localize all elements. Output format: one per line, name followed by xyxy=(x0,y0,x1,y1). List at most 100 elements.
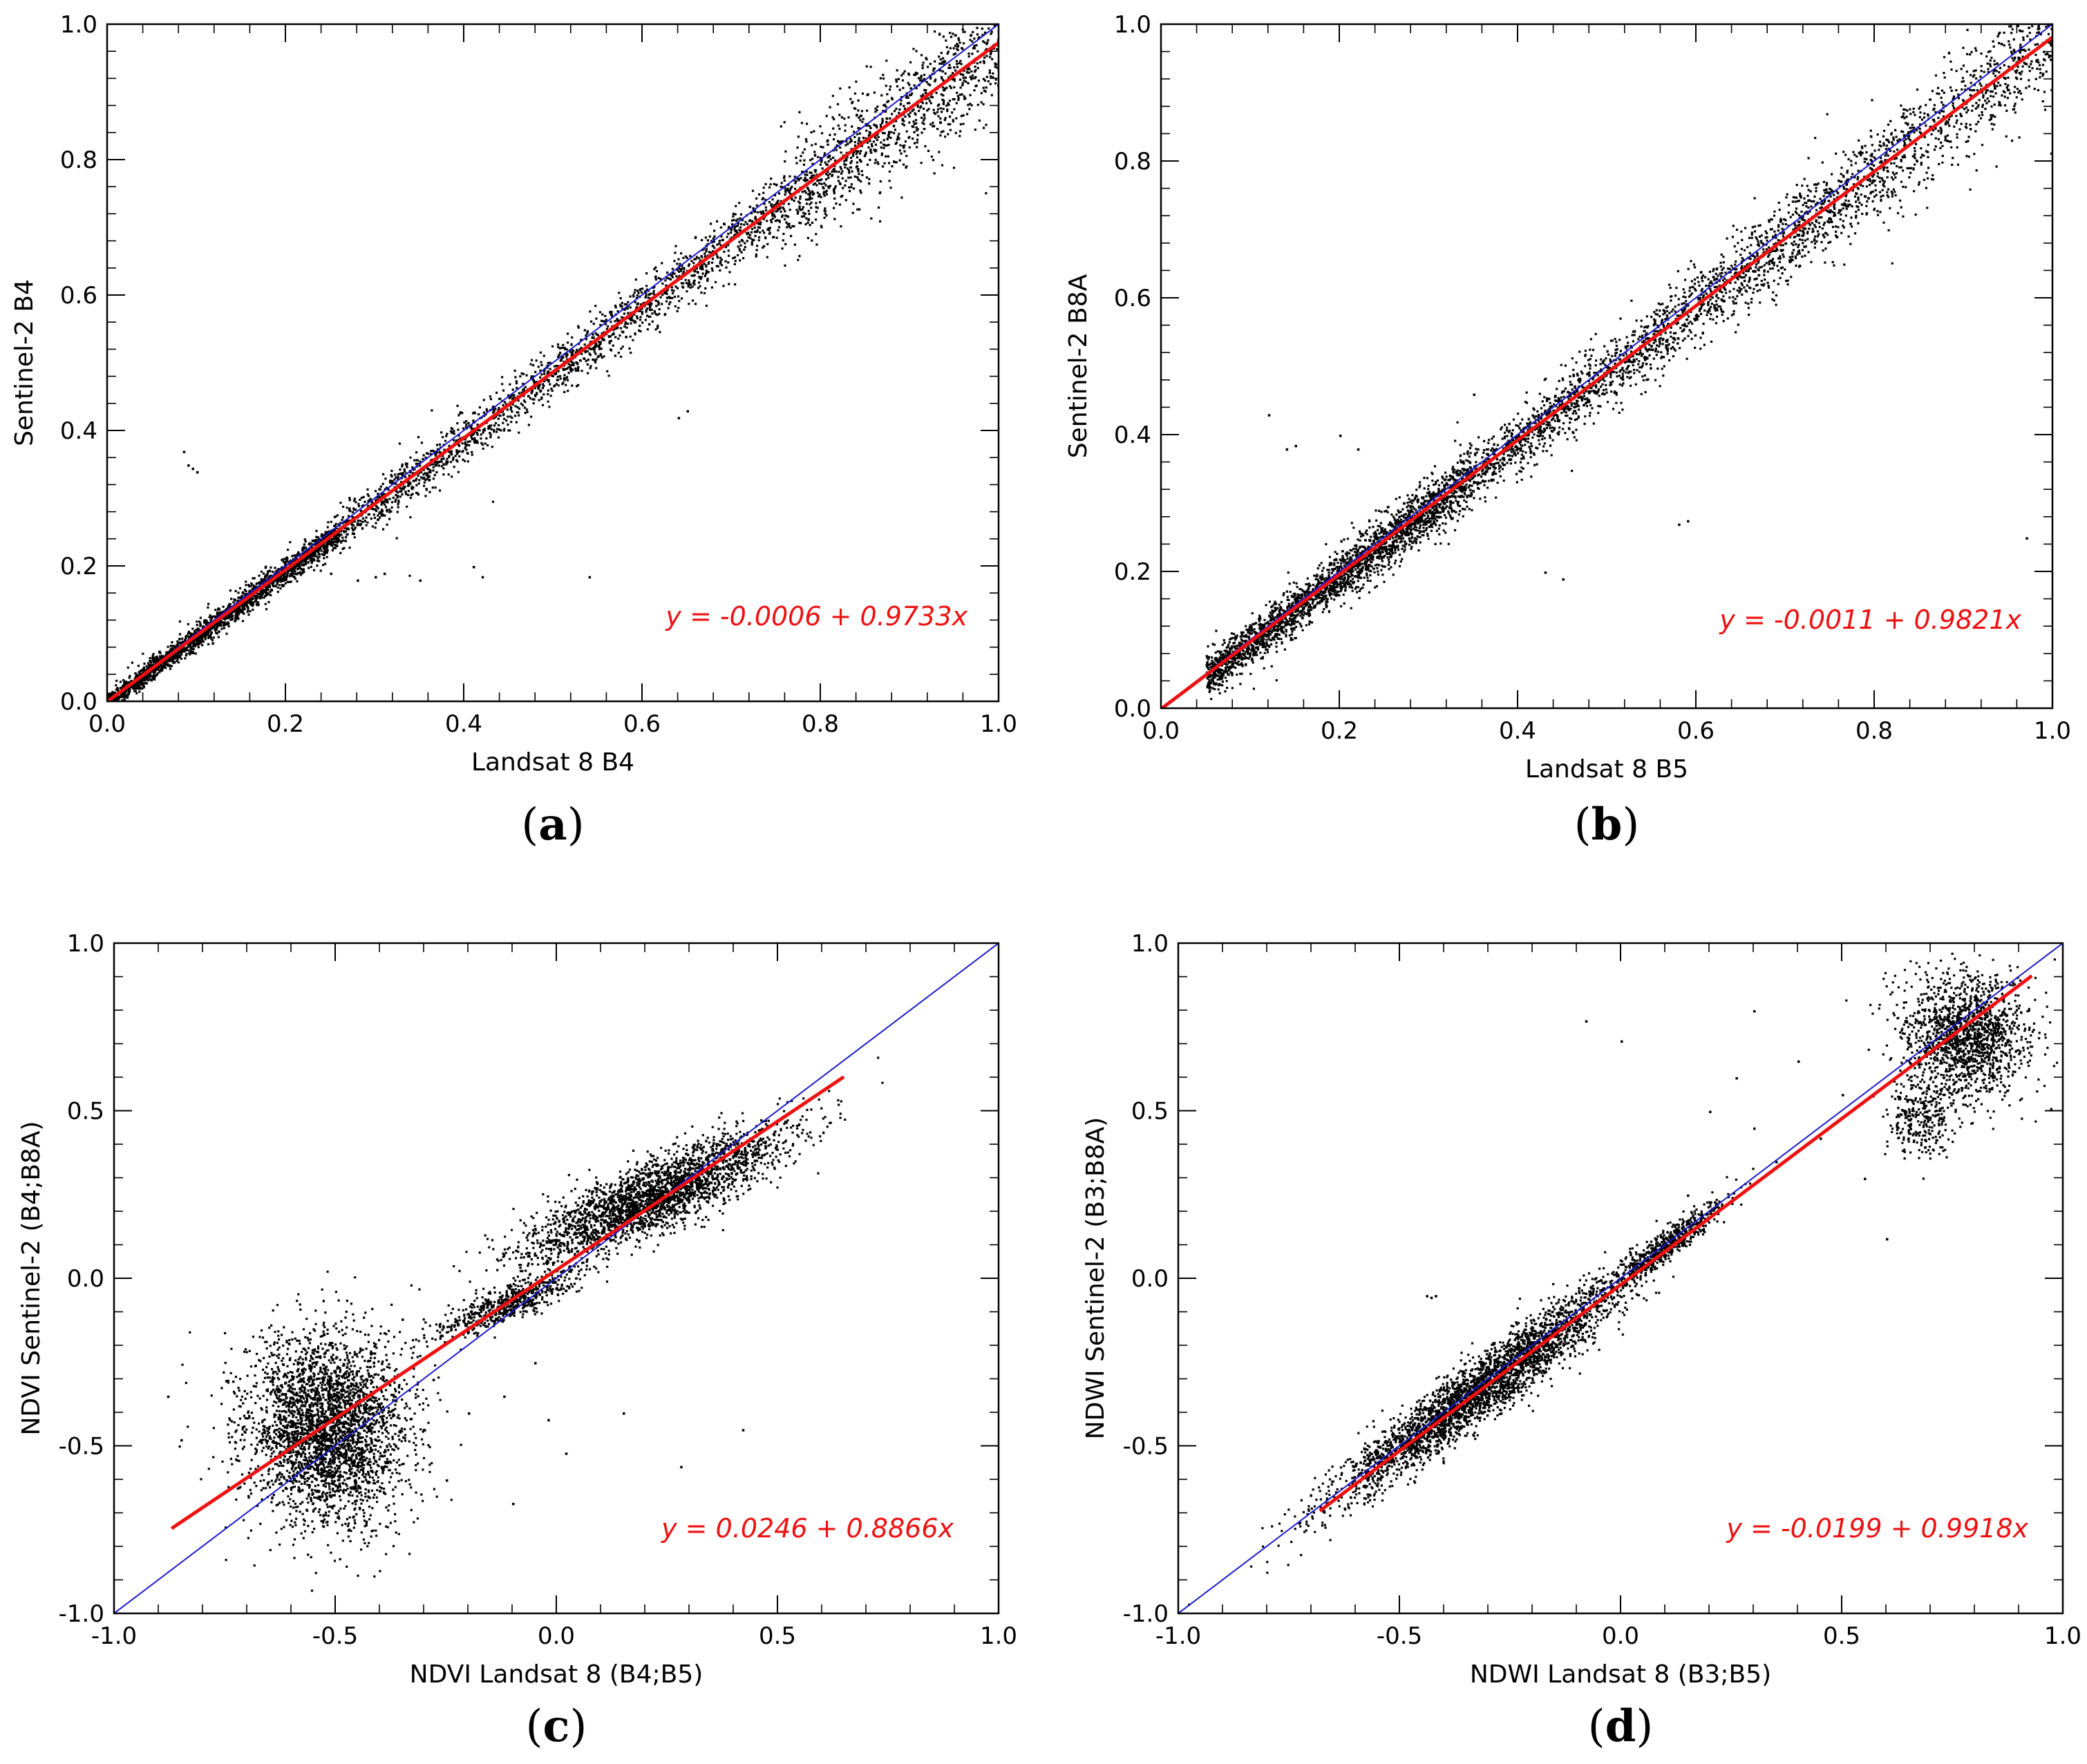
plot-frame xyxy=(1160,23,2054,710)
outlier-point xyxy=(1753,1127,1756,1130)
outlier-point xyxy=(1775,1161,1778,1164)
y-tick-label: 1.0 xyxy=(1131,930,1169,958)
outlier-point xyxy=(534,1362,537,1365)
regression-line xyxy=(1161,35,2052,708)
x-tick-label: -1.0 xyxy=(91,1622,137,1650)
outlier-point xyxy=(182,451,186,453)
y-tick-label: -1.0 xyxy=(1123,1600,1169,1628)
y-axis-label: NDVI Sentinel-2 (B4;B8A) xyxy=(17,1121,46,1436)
outlier-point xyxy=(1797,1060,1800,1063)
x-tick-label: 0.0 xyxy=(1602,1622,1639,1650)
outlier-point xyxy=(588,576,592,579)
outlier-point xyxy=(432,1378,435,1381)
panel-label: (d) xyxy=(1588,1700,1654,1752)
y-tick-label: -0.5 xyxy=(1123,1433,1169,1461)
y-tick-label: 0.0 xyxy=(1131,1265,1169,1293)
one-to-one-line xyxy=(114,943,999,1613)
outlier-point xyxy=(1294,444,1297,448)
outlier-point xyxy=(1435,1295,1437,1298)
regression-equation: y = -0.0006 + 0.9733x xyxy=(665,601,967,632)
outlier-point xyxy=(1585,1020,1588,1023)
outlier-point xyxy=(1621,1040,1623,1043)
y-tick-label: 1.0 xyxy=(1114,11,1151,39)
one-to-one-line xyxy=(1178,943,2063,1613)
outlier-point xyxy=(1339,435,1342,437)
x-tick-label: 0.4 xyxy=(445,710,482,738)
scatter-points xyxy=(1205,24,2052,701)
y-tick-label: 0.0 xyxy=(60,688,97,716)
y-tick-label: 0.4 xyxy=(1114,421,1151,449)
y-tick-label: 0.6 xyxy=(1114,285,1151,312)
outlier-point xyxy=(1735,1077,1738,1080)
outlier-point xyxy=(1886,1237,1889,1241)
y-tick-label: -1.0 xyxy=(59,1600,104,1628)
regression-line xyxy=(1319,974,2033,1512)
x-tick-label: 0.8 xyxy=(1855,717,1893,745)
outlier-point xyxy=(686,410,689,413)
y-tick-label: 0.4 xyxy=(60,417,97,445)
x-axis-label: Landsat 8 B5 xyxy=(1525,755,1688,784)
x-tick-label: 0.5 xyxy=(1823,1622,1860,1650)
outlier-point xyxy=(1357,448,1360,451)
outlier-point xyxy=(468,1412,471,1415)
outlier-point xyxy=(1430,1296,1433,1300)
x-tick-label: 0.4 xyxy=(1499,717,1536,745)
outlier-point xyxy=(1562,578,1565,581)
outlier-point xyxy=(330,572,332,576)
outlier-point xyxy=(1426,1295,1428,1298)
outlier-point xyxy=(1267,414,1271,417)
outlier-point xyxy=(565,1452,568,1455)
x-tick-label: 1.0 xyxy=(980,710,1017,738)
y-tick-label: 0.2 xyxy=(60,553,97,580)
x-tick-label: 0.0 xyxy=(538,1622,575,1650)
x-tick-label: -0.5 xyxy=(312,1622,358,1650)
outlier-point xyxy=(196,471,199,474)
regression-line xyxy=(170,1075,845,1530)
outlier-point xyxy=(547,1419,550,1422)
plot-frame xyxy=(106,23,1000,703)
panel-c: -1.0 -0.5 0.0 0.5 1.0 -1.0 -0.5 0.0 0.5 1.0 NDVI L… xyxy=(17,930,1017,1752)
outlier-point xyxy=(419,579,422,582)
scatter-points xyxy=(1188,952,2059,1606)
outlier-point xyxy=(503,1395,506,1398)
regression-equation: y = 0.0246 + 0.8866x xyxy=(661,1513,954,1544)
panel-label: (b) xyxy=(1574,799,1640,851)
one-to-one-line xyxy=(1161,24,2052,708)
x-tick-label: 0.6 xyxy=(1677,717,1715,745)
outlier-point xyxy=(1678,523,1681,527)
outlier-point xyxy=(446,1479,448,1482)
outlier-point xyxy=(375,576,377,579)
outlier-point xyxy=(357,579,359,582)
panel-label: (a) xyxy=(521,799,584,851)
x-tick-label: 0.0 xyxy=(88,710,126,738)
y-axis-label: Sentinel-2 B8A xyxy=(1064,274,1093,458)
outlier-point xyxy=(1687,1194,1690,1197)
y-axis-label: NDWI Sentinel-2 (B3;B8A) xyxy=(1082,1117,1110,1440)
y-tick-label: 0.0 xyxy=(67,1265,104,1293)
y-tick-label: 0.0 xyxy=(1114,695,1151,723)
outlier-point xyxy=(1709,1110,1712,1113)
x-axis-label: NDWI Landsat 8 (B3;B5) xyxy=(1470,1660,1771,1689)
x-tick-label: 1.0 xyxy=(2044,1622,2081,1650)
outlier-point xyxy=(383,572,386,576)
outlier-point xyxy=(1285,448,1289,451)
x-tick-label: 0.0 xyxy=(1142,717,1180,745)
y-tick-label: 0.5 xyxy=(1131,1098,1169,1126)
outlier-point xyxy=(1473,393,1475,397)
x-tick-label: 0.2 xyxy=(1321,717,1358,745)
outlier-point xyxy=(1753,1010,1756,1013)
outlier-point xyxy=(1842,1094,1844,1097)
outlier-point xyxy=(1820,1137,1822,1140)
scatter-points xyxy=(178,1056,884,1592)
x-tick-label: 0.8 xyxy=(802,710,839,738)
y-axis-label: Sentinel-2 B4 xyxy=(10,279,39,446)
outlier-point xyxy=(1864,1177,1867,1180)
outlier-point xyxy=(623,1412,625,1415)
outlier-point xyxy=(512,1502,515,1506)
panel-a: 0.0 0.2 0.4 0.6 0.8 1.0 0.0 0.2 0.4 0.6 0.8 1.0 Land… xyxy=(10,11,1017,851)
y-tick-label: 0.6 xyxy=(60,282,97,310)
outlier-point xyxy=(2025,537,2028,540)
outlier-point xyxy=(191,467,195,471)
x-tick-label: 1.0 xyxy=(2034,717,2071,745)
outlier-point xyxy=(481,576,484,579)
